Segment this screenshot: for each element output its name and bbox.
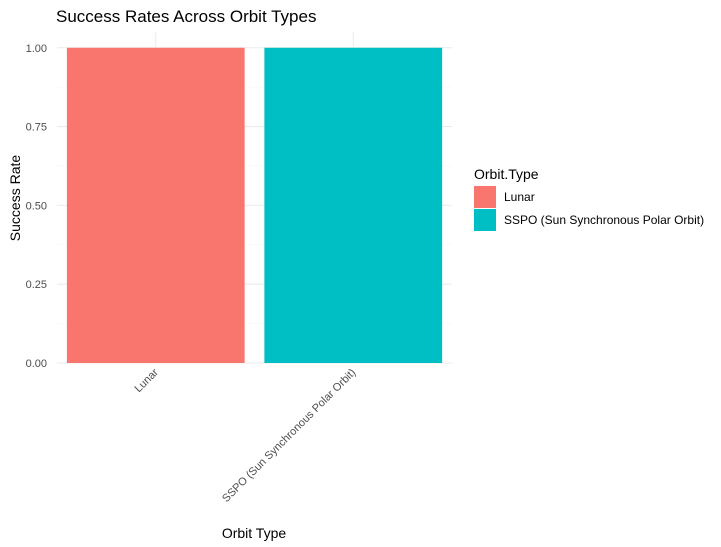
legend-key-lunar: [474, 186, 496, 208]
x-axis-ticks: Lunar SSPO (Sun Synchronous Polar Orbit): [132, 366, 358, 504]
bar-sspo: [264, 47, 443, 364]
y-axis-ticks: 0.00 0.25 0.50 0.75 1.00: [26, 43, 47, 370]
chart-title: Success Rates Across Orbit Types: [56, 7, 316, 26]
legend-label: SSPO (Sun Synchronous Polar Orbit): [504, 213, 704, 227]
bars: [66, 47, 443, 364]
x-tick-label: SSPO (Sun Synchronous Polar Orbit): [220, 367, 358, 505]
y-tick-label: 0.75: [26, 122, 47, 134]
y-tick-label: 0.00: [26, 358, 47, 370]
x-tick-label: Lunar: [132, 366, 161, 395]
y-tick-label: 0.25: [26, 279, 47, 291]
legend-title: Orbit.Type: [474, 166, 539, 182]
x-axis-title: Orbit Type: [222, 525, 287, 541]
legend-key-sspo: [474, 209, 496, 231]
bar-lunar: [66, 47, 245, 364]
y-tick-label: 1.00: [26, 43, 47, 55]
y-tick-label: 0.50: [26, 200, 47, 212]
legend-label: Lunar: [504, 190, 535, 204]
legend: Orbit.Type Lunar SSPO (Sun Synchronous Po…: [474, 166, 704, 231]
y-axis-title: Success Rate: [7, 155, 23, 242]
